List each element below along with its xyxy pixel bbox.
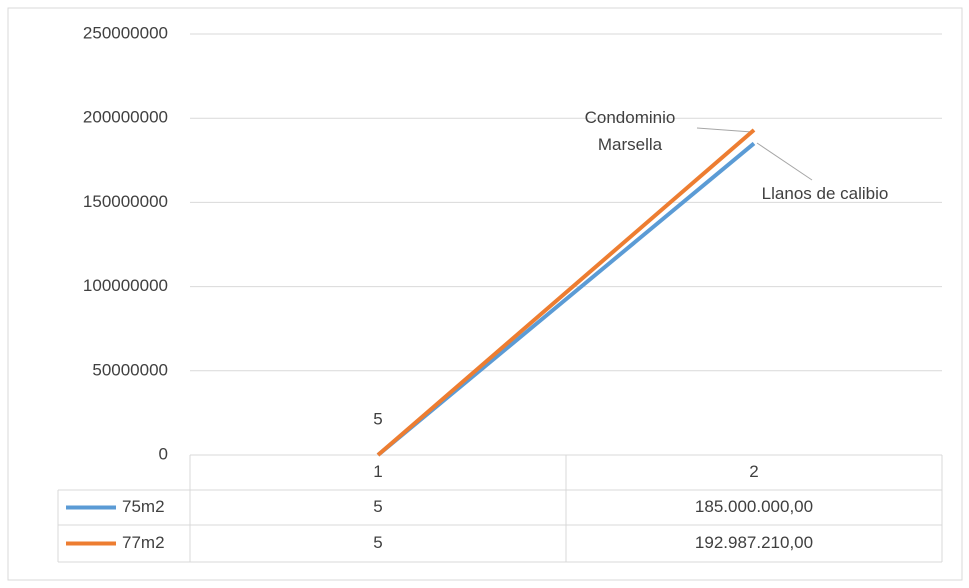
table-value: 5	[373, 497, 382, 516]
annotation: Condominio Marsella	[584, 108, 676, 154]
leader-line	[756, 142, 813, 181]
legend-label: 77m2	[122, 533, 165, 552]
table-value: 192.987.210,00	[695, 533, 813, 552]
x-tick-label: 1	[373, 462, 382, 481]
y-tick-label: 200000000	[83, 108, 168, 127]
data-label: 5	[373, 409, 382, 428]
leader-line	[696, 127, 753, 133]
x-tick-label: 2	[749, 462, 758, 481]
y-tick-label: 150000000	[83, 192, 168, 211]
table-value: 185.000.000,00	[695, 497, 813, 516]
series-line	[376, 128, 756, 457]
table-value: 5	[373, 533, 382, 552]
y-tick-label: 0	[159, 444, 168, 463]
chart-border	[7, 7, 963, 581]
y-tick-label: 50000000	[92, 360, 168, 379]
annotation: Llanos de calibio	[761, 184, 889, 203]
y-tick-label: 250000000	[83, 23, 168, 42]
y-tick-label: 100000000	[83, 276, 168, 295]
legend-label: 75m2	[122, 497, 165, 516]
